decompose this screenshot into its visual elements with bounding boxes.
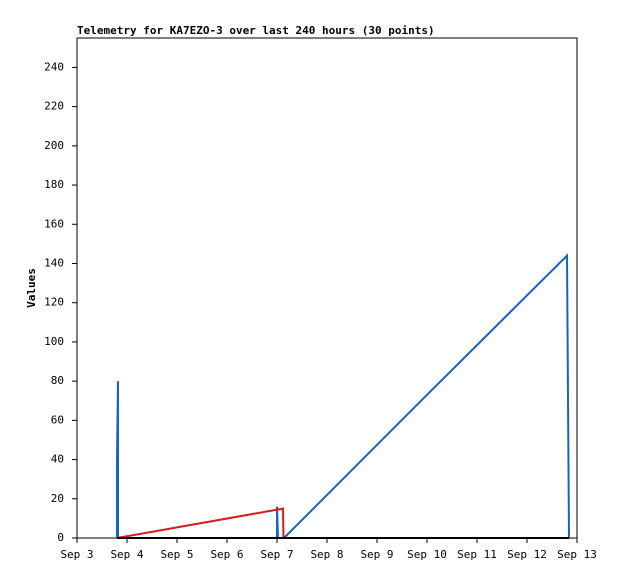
y-tick-label: 180 [44, 178, 64, 191]
y-tick-label: 160 [44, 217, 64, 230]
y-tick-label: 140 [44, 256, 64, 269]
x-tick-label: Sep 3 [60, 548, 93, 561]
x-tick-label: Sep 12 [507, 548, 547, 561]
y-tick-label: 240 [44, 60, 64, 73]
y-tick-label: 40 [51, 453, 64, 466]
x-tick-label: Sep 8 [310, 548, 343, 561]
x-tick-label: Sep 11 [457, 548, 497, 561]
y-tick-label: 20 [51, 492, 64, 505]
series-line [116, 507, 285, 539]
y-tick-label: 0 [57, 531, 64, 544]
y-tick-label: 60 [51, 413, 64, 426]
plot-frame [76, 37, 578, 539]
y-tick-label: 220 [44, 100, 64, 113]
chart-title: Telemetry for KA7EZO-3 over last 240 hou… [77, 24, 435, 37]
y-tick-label: 100 [44, 335, 64, 348]
series-line [116, 253, 570, 539]
x-tick-label: Sep 6 [210, 548, 243, 561]
x-tick-label: Sep 13 [557, 548, 597, 561]
y-axis-label: Values [25, 268, 38, 308]
y-tick-label: 200 [44, 139, 64, 152]
x-tick-label: Sep 10 [407, 548, 447, 561]
y-tick-label: 120 [44, 296, 64, 309]
x-tick-label: Sep 4 [110, 548, 143, 561]
x-tick-label: Sep 7 [260, 548, 293, 561]
y-tick-label: 80 [51, 374, 64, 387]
x-tick-label: Sep 5 [160, 548, 193, 561]
x-tick-label: Sep 9 [360, 548, 393, 561]
